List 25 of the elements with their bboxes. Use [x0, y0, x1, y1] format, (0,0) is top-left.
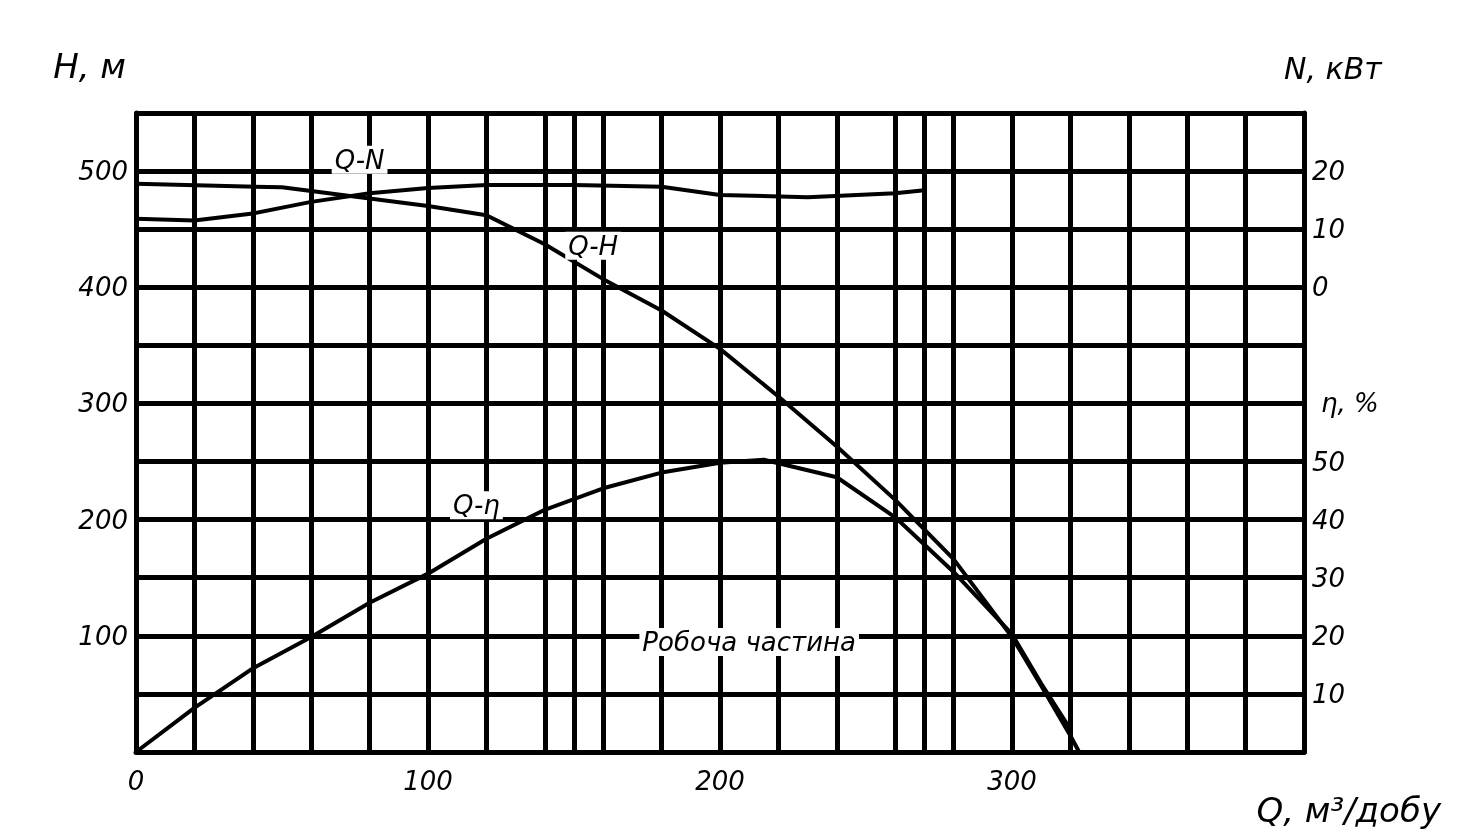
y-tick-label: 300	[78, 388, 128, 419]
y2-tick-label: 0	[1312, 272, 1329, 303]
y-tick-label: 200	[78, 504, 128, 535]
y3-tick-label: 50	[1312, 446, 1346, 477]
x-tick-label: 100	[403, 766, 453, 796]
annotation: Робоча частина	[642, 627, 857, 657]
x-tick-label: 300	[987, 766, 1037, 796]
y2-tick-label: 10	[1312, 214, 1346, 245]
y-tick-label: 400	[78, 272, 128, 303]
x-tick-label: 200	[695, 766, 745, 796]
y3-tick-label: 10	[1312, 678, 1346, 709]
y3-tick-label: 40	[1312, 504, 1346, 535]
x-axis-title: Q, м³/добу	[1256, 790, 1442, 830]
y2-axis-title: N, кВт	[1284, 50, 1384, 86]
y2-tick-label: 20	[1312, 156, 1346, 187]
series-label: Q-N	[334, 144, 385, 175]
y3-tick-label: 30	[1312, 562, 1346, 593]
x-tick-label: 0	[127, 766, 145, 796]
y-tick-label: 500	[78, 156, 128, 187]
y-tick-label: 100	[78, 620, 128, 651]
y3-tick-label: 20	[1312, 620, 1346, 651]
y3-axis-title: η, %	[1321, 388, 1379, 419]
y-axis-title: H, м	[53, 46, 126, 86]
series-label: Q-H	[568, 230, 619, 261]
series-label: Q-η	[452, 490, 500, 521]
